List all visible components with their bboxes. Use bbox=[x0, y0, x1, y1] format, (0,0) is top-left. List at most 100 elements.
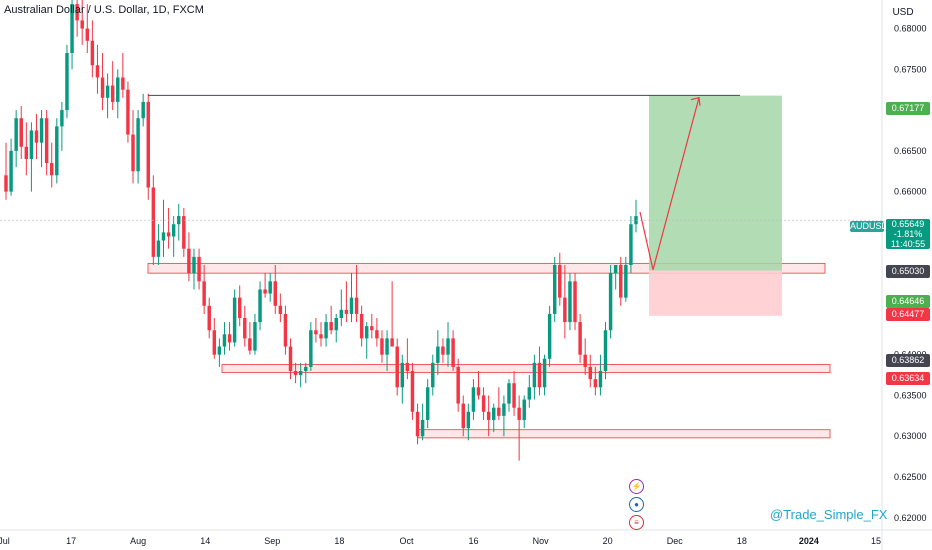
us-flag-icon[interactable]: ≡ bbox=[629, 515, 644, 530]
candle bbox=[380, 330, 384, 363]
candle bbox=[34, 114, 39, 159]
candle-body bbox=[65, 53, 69, 111]
candle bbox=[619, 256, 623, 306]
candle-body bbox=[49, 163, 54, 176]
candle-body bbox=[339, 309, 344, 318]
candle-body bbox=[232, 297, 237, 343]
candle bbox=[486, 395, 491, 437]
candle bbox=[329, 305, 333, 335]
candle bbox=[309, 322, 313, 371]
candle bbox=[131, 110, 135, 184]
candle bbox=[24, 122, 29, 176]
support-zone bbox=[221, 364, 831, 374]
candle bbox=[395, 338, 399, 396]
currency-label[interactable]: USD bbox=[892, 7, 914, 18]
candle bbox=[278, 293, 283, 323]
candle bbox=[436, 330, 440, 376]
candle bbox=[466, 403, 471, 441]
candle-body bbox=[441, 346, 445, 355]
candle-body bbox=[395, 346, 399, 388]
candle bbox=[177, 203, 181, 241]
candle-body bbox=[578, 322, 582, 355]
candle bbox=[451, 330, 455, 371]
candle bbox=[370, 313, 374, 339]
candle bbox=[558, 252, 562, 306]
candle-body bbox=[512, 383, 516, 408]
candle-body bbox=[507, 383, 511, 404]
candle bbox=[161, 199, 166, 257]
candle-body bbox=[563, 297, 567, 323]
candle bbox=[288, 338, 293, 380]
candle bbox=[126, 81, 130, 143]
candle-body bbox=[461, 403, 465, 429]
candle-body bbox=[278, 305, 283, 314]
candle-body bbox=[390, 338, 394, 347]
candle bbox=[65, 44, 69, 119]
candle-body bbox=[4, 175, 8, 192]
candle-body bbox=[613, 265, 618, 274]
x-tick-label: 18 bbox=[334, 536, 344, 546]
candle bbox=[532, 354, 537, 400]
candle bbox=[339, 289, 344, 327]
candle-body bbox=[573, 281, 577, 323]
y-tick-label: 0.66000 bbox=[894, 187, 927, 197]
candle bbox=[60, 101, 64, 151]
current-price-box: 0.65649 -1.81% 11:40:55 bbox=[886, 219, 930, 249]
x-tick-label: Aug bbox=[130, 536, 146, 546]
candle-body bbox=[502, 403, 506, 416]
candle bbox=[293, 362, 298, 384]
x-tick-label: Oct bbox=[399, 536, 414, 546]
candle-body bbox=[29, 130, 34, 159]
candle bbox=[304, 362, 308, 384]
candle bbox=[19, 106, 23, 159]
candle bbox=[624, 256, 628, 302]
stop-price-label: 0.64477 bbox=[886, 308, 930, 321]
candle-body bbox=[349, 297, 354, 314]
candle bbox=[253, 313, 257, 355]
candle bbox=[364, 322, 369, 359]
candle-body bbox=[375, 330, 379, 339]
y-tick-label: 0.62000 bbox=[894, 513, 927, 523]
candle-body bbox=[314, 330, 318, 335]
x-tick-label: 2024 bbox=[799, 536, 819, 546]
candle-body bbox=[273, 281, 278, 306]
lightning-icon[interactable]: ⚡ bbox=[629, 479, 644, 494]
candle bbox=[319, 322, 323, 347]
candle-body bbox=[497, 407, 501, 416]
candle bbox=[375, 318, 379, 347]
candle-body bbox=[70, 4, 74, 53]
candle-body bbox=[370, 326, 374, 331]
candle bbox=[608, 265, 613, 339]
candle bbox=[237, 285, 242, 327]
candle-body bbox=[547, 313, 552, 359]
candle bbox=[446, 322, 450, 367]
projection-arrow bbox=[639, 97, 700, 270]
candle bbox=[507, 379, 511, 412]
candle-body bbox=[151, 187, 156, 257]
candle-body bbox=[431, 362, 435, 388]
candle bbox=[100, 53, 105, 111]
bar-countdown: 11:40:55 bbox=[890, 239, 926, 249]
candle-body bbox=[471, 387, 476, 412]
candle bbox=[314, 318, 318, 343]
x-tick-label: 18 bbox=[737, 536, 747, 546]
candle-body bbox=[324, 322, 328, 339]
price-change: -1.81% bbox=[893, 229, 923, 239]
candle bbox=[136, 110, 140, 184]
candle-body bbox=[34, 130, 39, 143]
candle-body bbox=[293, 371, 298, 376]
target-zone bbox=[649, 95, 782, 271]
candle bbox=[49, 142, 54, 188]
candle-body bbox=[258, 289, 262, 323]
candle bbox=[273, 265, 278, 314]
projection-arrowhead bbox=[690, 96, 701, 106]
candle bbox=[232, 289, 237, 347]
candle-body bbox=[624, 265, 628, 298]
candle-body bbox=[400, 362, 405, 388]
candle-body bbox=[588, 366, 593, 380]
au-flag-icon[interactable]: ● bbox=[629, 497, 644, 512]
candle bbox=[116, 69, 120, 119]
candle-body bbox=[608, 273, 613, 331]
candle bbox=[568, 273, 572, 331]
